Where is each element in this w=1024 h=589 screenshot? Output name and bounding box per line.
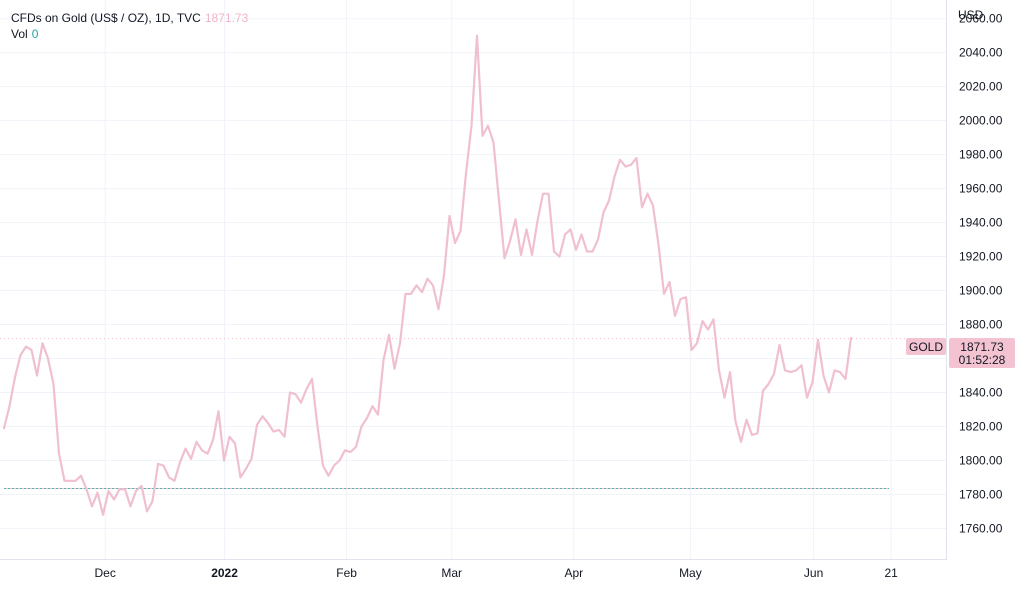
volume-legend-row[interactable]: Vol 0 bbox=[11, 26, 248, 42]
price-tick-label: 1780.00 bbox=[959, 487, 1003, 501]
last-price-value: 1871.73 bbox=[960, 340, 1004, 354]
price-tick-label: 1940.00 bbox=[959, 216, 1003, 230]
bar-countdown: 01:52:28 bbox=[959, 353, 1006, 367]
symbol-tag-text: GOLD bbox=[909, 340, 943, 354]
time-tick-label: Jun bbox=[804, 566, 823, 580]
price-tick-label: 1820.00 bbox=[959, 419, 1003, 433]
time-tick-label: Feb bbox=[336, 566, 357, 580]
price-tick-label: 1960.00 bbox=[959, 182, 1003, 196]
price-axis-labels: 1760.001780.001800.001820.001840.001860.… bbox=[959, 12, 1003, 536]
volume-label: Vol bbox=[11, 27, 28, 41]
time-tick-label: 21 bbox=[884, 566, 898, 580]
time-tick-label: May bbox=[679, 566, 702, 580]
price-tick-label: 1800.00 bbox=[959, 453, 1003, 467]
symbol-legend-row[interactable]: CFDs on Gold (US$ / OZ), 1D, TVC 1871.73 bbox=[11, 10, 248, 26]
time-tick-label: Mar bbox=[441, 566, 462, 580]
legend-last-value: 1871.73 bbox=[204, 11, 249, 25]
price-tick-label: 1760.00 bbox=[959, 521, 1003, 535]
price-series-line[interactable] bbox=[2, 34, 853, 516]
price-tick-label: 2000.00 bbox=[959, 114, 1003, 128]
symbol-title: CFDs on Gold (US$ / OZ), 1D, TVC bbox=[11, 11, 201, 25]
price-tick-label: 2060.00 bbox=[959, 12, 1003, 26]
price-tag: GOLD 1871.73 01:52:28 bbox=[906, 338, 1015, 368]
price-tick-label: 1900.00 bbox=[959, 284, 1003, 298]
time-tick-label: Apr bbox=[564, 566, 583, 580]
price-scale-currency[interactable]: USD bbox=[958, 8, 984, 22]
price-tick-label: 2040.00 bbox=[959, 46, 1003, 60]
price-tick-label: 1920.00 bbox=[959, 250, 1003, 264]
chart-legend[interactable]: CFDs on Gold (US$ / OZ), 1D, TVC 1871.73 … bbox=[11, 10, 248, 42]
volume-value: 0 bbox=[31, 27, 39, 41]
symbol-tag-box bbox=[906, 338, 946, 355]
time-tick-label: Dec bbox=[95, 566, 116, 580]
price-tick-label: 1880.00 bbox=[959, 318, 1003, 332]
price-tick-label: 2020.00 bbox=[959, 80, 1003, 94]
price-tick-label: 1840.00 bbox=[959, 385, 1003, 399]
last-price-box bbox=[949, 338, 1015, 368]
price-tick-label: 1980.00 bbox=[959, 148, 1003, 162]
time-axis-labels: Dec 2022 Feb Mar Apr May Jun 21 bbox=[95, 566, 899, 580]
time-tick-label: 2022 bbox=[211, 566, 238, 580]
